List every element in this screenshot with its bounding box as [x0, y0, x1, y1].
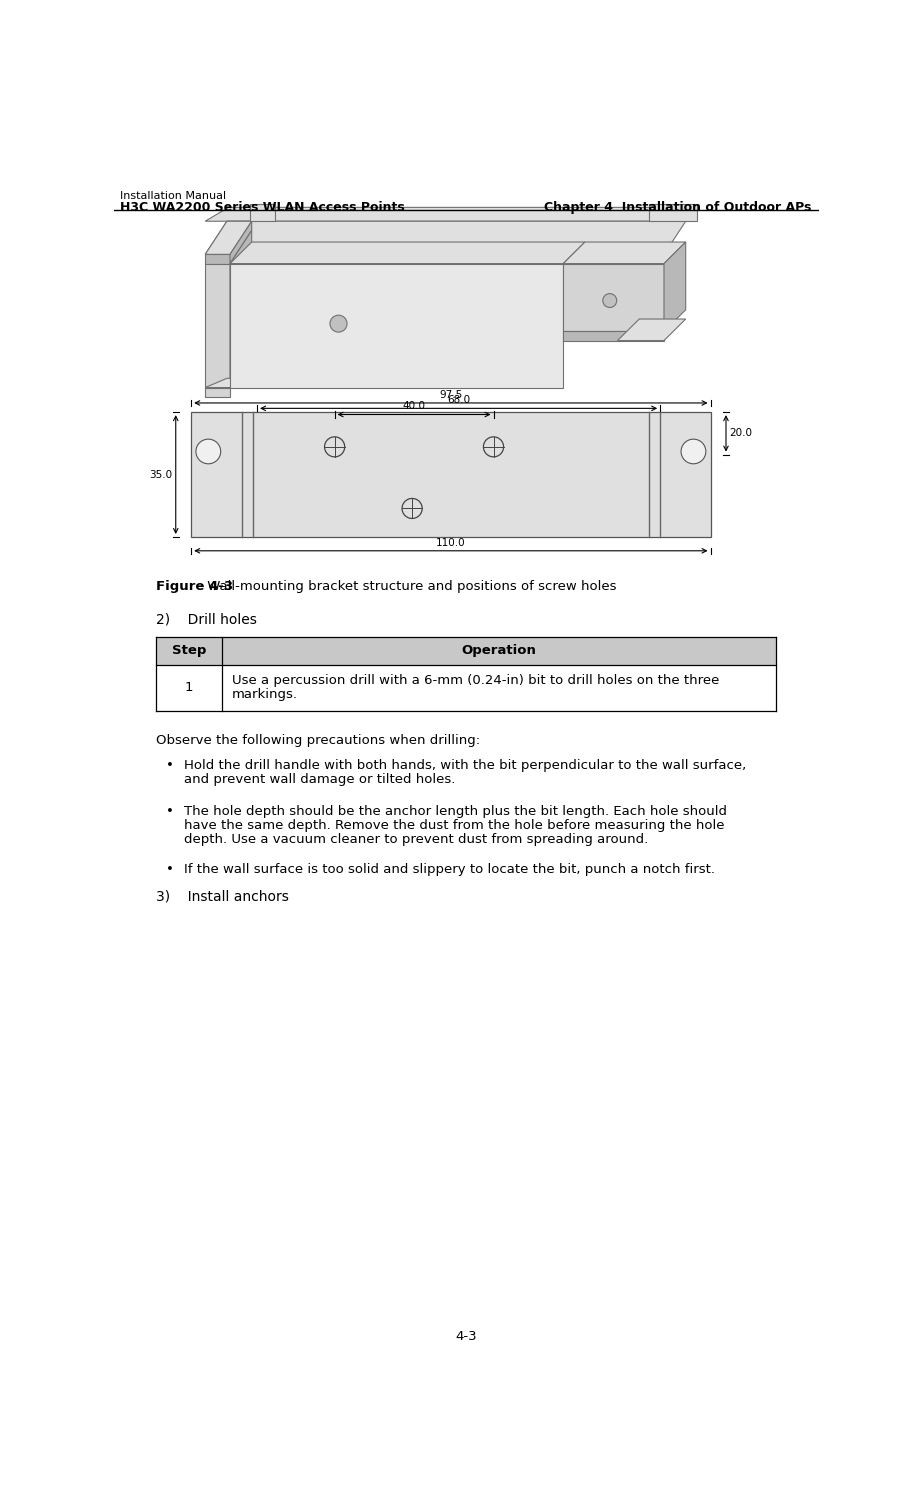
Text: 97.5: 97.5 — [440, 390, 462, 400]
Circle shape — [330, 316, 347, 332]
Polygon shape — [205, 264, 230, 388]
Text: If the wall surface is too solid and slippery to locate the bit, punch a notch f: If the wall surface is too solid and sli… — [184, 864, 714, 876]
Polygon shape — [205, 379, 252, 388]
Polygon shape — [563, 331, 664, 341]
Text: Chapter 4  Installation of Outdoor APs: Chapter 4 Installation of Outdoor APs — [544, 201, 811, 214]
Text: 3)    Install anchors: 3) Install anchors — [157, 889, 289, 903]
Text: Wall-mounting bracket structure and positions of screw holes: Wall-mounting bracket structure and posi… — [203, 580, 616, 593]
Circle shape — [681, 439, 706, 464]
Polygon shape — [664, 242, 686, 331]
Text: •: • — [166, 758, 174, 772]
Circle shape — [602, 293, 617, 308]
Text: •: • — [166, 805, 174, 818]
Text: Figure 4-3: Figure 4-3 — [157, 580, 234, 593]
Text: 40.0: 40.0 — [402, 402, 426, 411]
Text: H3C WA2200 Series WLAN Access Points: H3C WA2200 Series WLAN Access Points — [120, 201, 405, 214]
Text: have the same depth. Remove the dust from the hole before measuring the hole: have the same depth. Remove the dust fro… — [184, 818, 724, 832]
Text: 4-3: 4-3 — [456, 1330, 477, 1342]
Text: Installation Manual: Installation Manual — [120, 192, 226, 201]
Polygon shape — [205, 254, 664, 264]
Polygon shape — [563, 264, 664, 331]
Text: 35.0: 35.0 — [149, 470, 173, 480]
Polygon shape — [563, 242, 686, 264]
Polygon shape — [205, 222, 252, 254]
Text: and prevent wall damage or tilted holes.: and prevent wall damage or tilted holes. — [184, 773, 455, 785]
Bar — [157, 637, 776, 664]
Text: 2)    Drill holes: 2) Drill holes — [157, 613, 258, 627]
Circle shape — [196, 439, 221, 464]
Polygon shape — [205, 388, 230, 397]
Polygon shape — [205, 207, 695, 222]
Text: Operation: Operation — [462, 645, 537, 657]
Polygon shape — [250, 204, 275, 222]
Polygon shape — [230, 231, 252, 388]
Text: depth. Use a vacuum cleaner to prevent dust from spreading around.: depth. Use a vacuum cleaner to prevent d… — [184, 832, 648, 846]
Polygon shape — [230, 242, 585, 264]
Text: Hold the drill handle with both hands, with the bit perpendicular to the wall su: Hold the drill handle with both hands, w… — [184, 758, 746, 772]
Text: Use a percussion drill with a 6-mm (0.24-in) bit to drill holes on the three: Use a percussion drill with a 6-mm (0.24… — [231, 673, 719, 687]
Text: 110.0: 110.0 — [436, 538, 466, 548]
Text: 68.0: 68.0 — [447, 396, 470, 405]
Text: Observe the following precautions when drilling:: Observe the following precautions when d… — [157, 734, 480, 747]
Polygon shape — [205, 222, 686, 254]
Text: The hole depth should be the anchor length plus the bit length. Each hole should: The hole depth should be the anchor leng… — [184, 805, 726, 818]
Text: Step: Step — [172, 645, 207, 657]
Text: •: • — [166, 864, 174, 876]
Polygon shape — [230, 222, 252, 264]
Text: 20.0: 20.0 — [729, 429, 752, 438]
Polygon shape — [649, 204, 696, 222]
Text: markings.: markings. — [231, 689, 298, 701]
Bar — [157, 664, 776, 711]
Polygon shape — [618, 319, 686, 341]
Bar — [191, 412, 711, 538]
Text: 1: 1 — [185, 681, 194, 695]
Polygon shape — [230, 264, 563, 388]
